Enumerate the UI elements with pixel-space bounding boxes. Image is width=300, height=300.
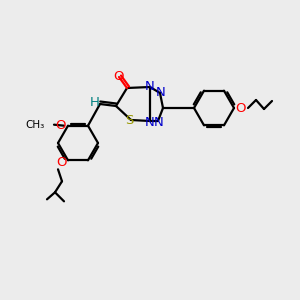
Text: H: H xyxy=(90,95,100,109)
Text: N: N xyxy=(156,85,166,98)
Text: N: N xyxy=(154,116,164,128)
Text: S: S xyxy=(125,115,133,128)
Text: O: O xyxy=(114,70,124,83)
Text: O: O xyxy=(236,101,246,115)
Text: O: O xyxy=(57,156,67,169)
Text: O: O xyxy=(56,119,66,132)
Text: N: N xyxy=(145,80,155,92)
Text: N: N xyxy=(145,116,155,128)
Text: CH₃: CH₃ xyxy=(26,120,45,130)
